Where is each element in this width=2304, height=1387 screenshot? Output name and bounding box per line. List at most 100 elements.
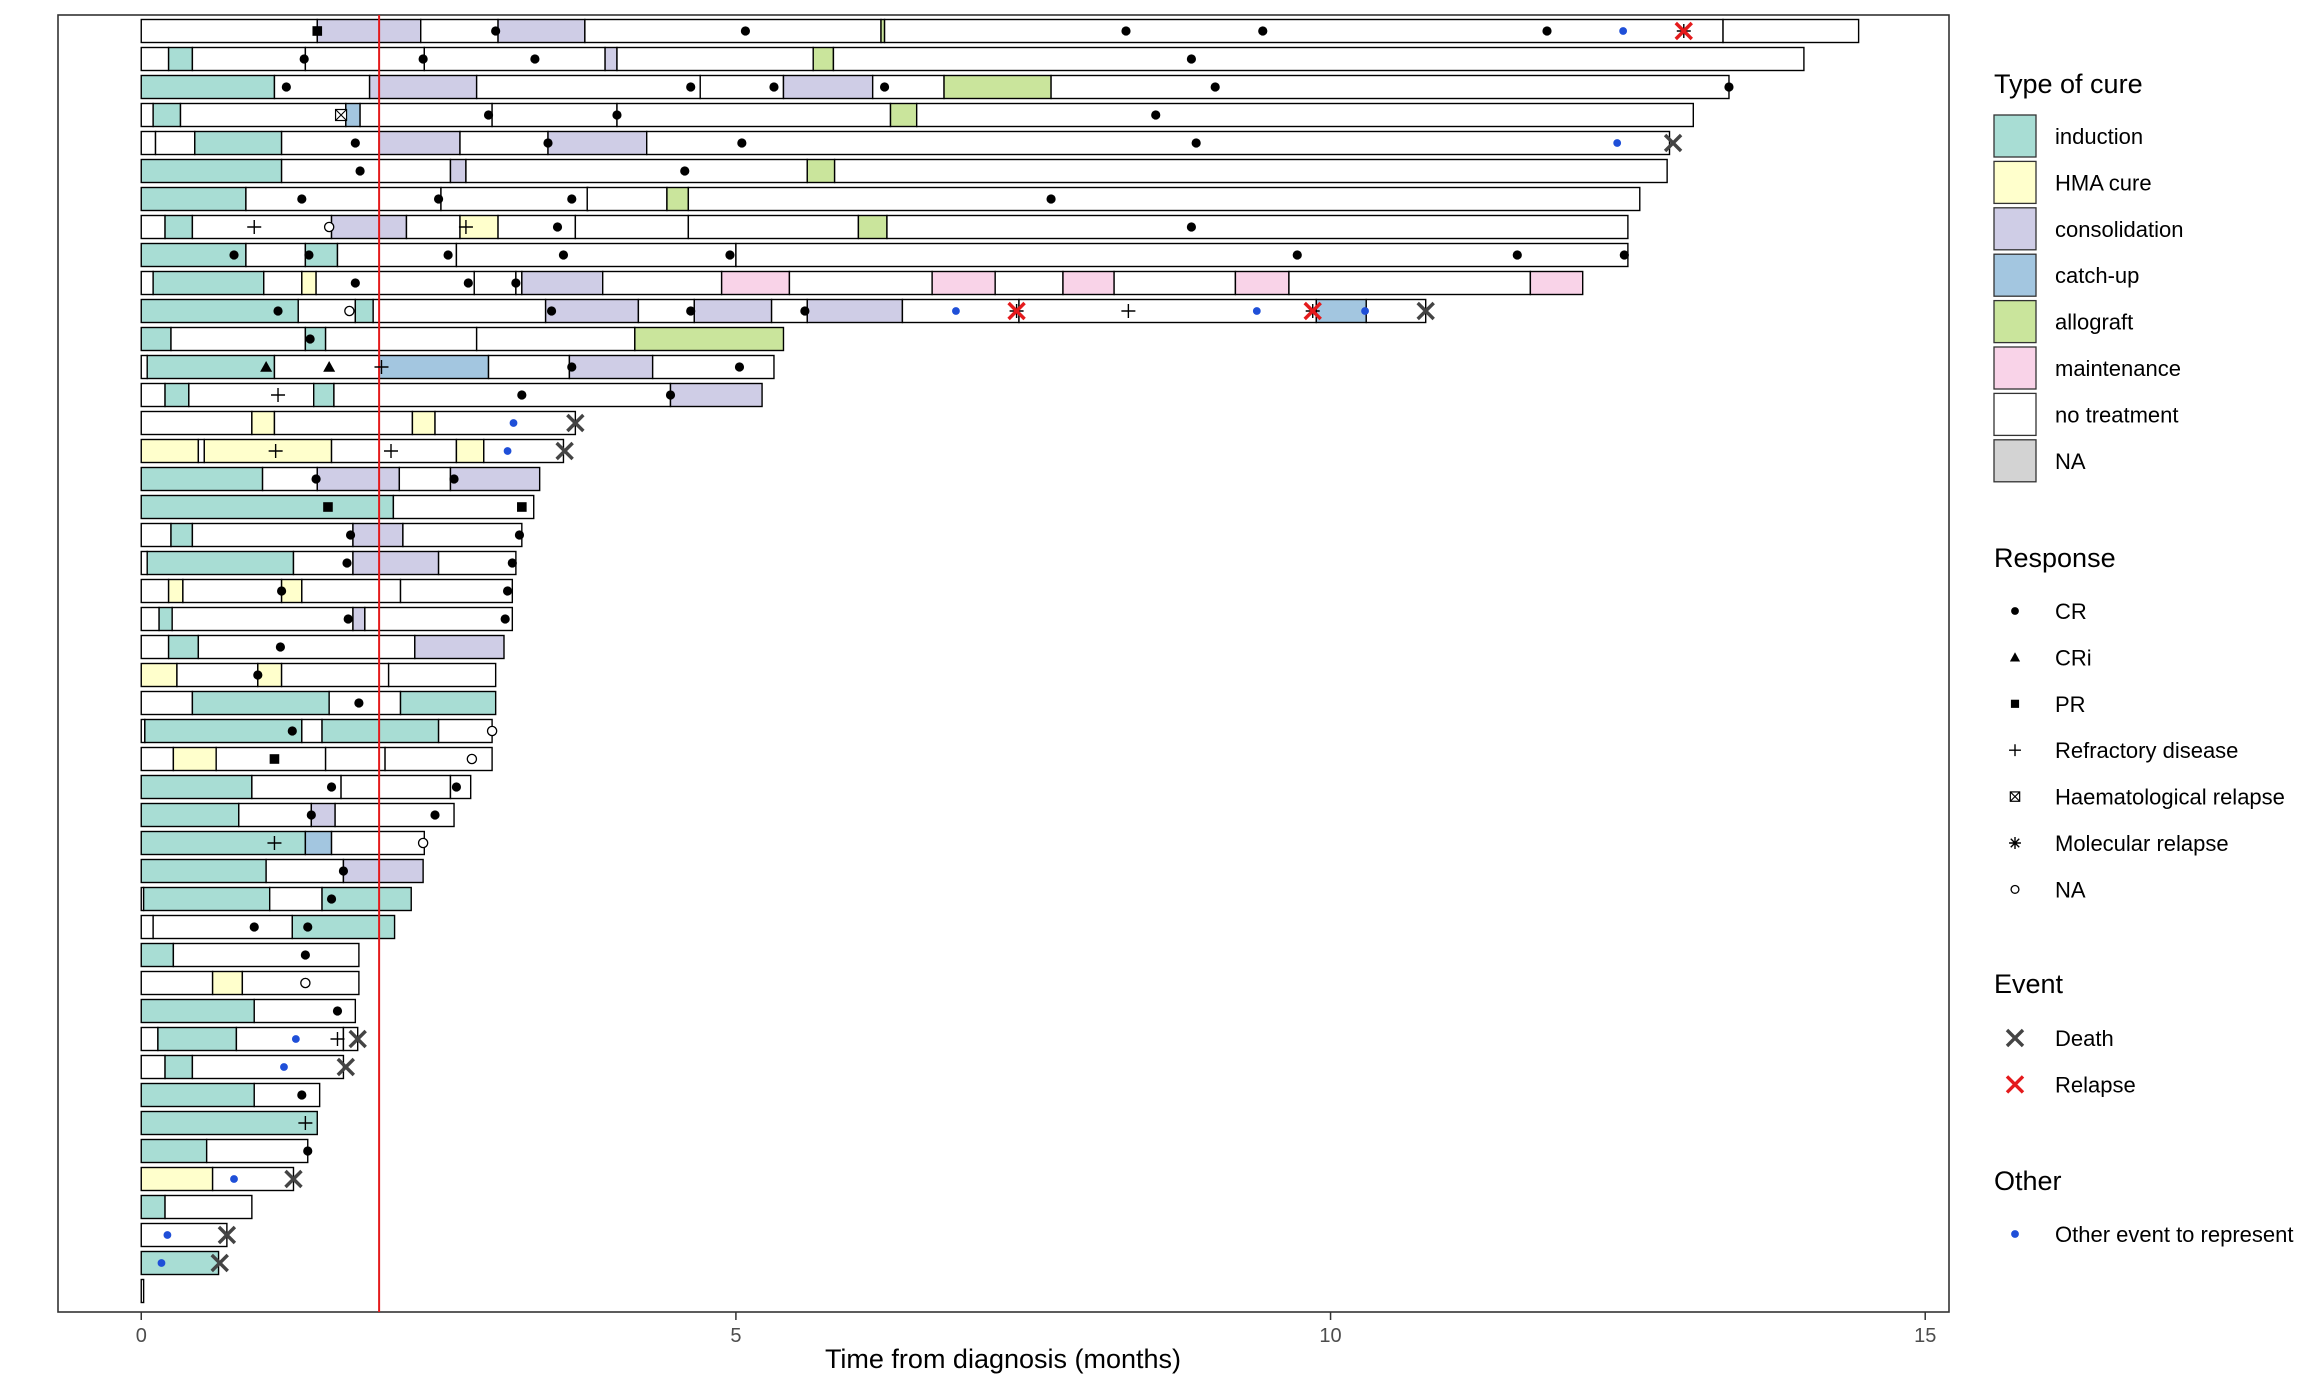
response-mark-cr <box>567 362 577 372</box>
treatment-segment-no <box>487 354 571 380</box>
response-mark-rd-shape <box>298 1116 313 1130</box>
legend-symbol-rd-shape <box>2009 744 2021 757</box>
other-event-mark <box>230 1175 238 1183</box>
treatment-segment-no <box>253 1082 321 1108</box>
treatment-segment-hma <box>211 970 244 996</box>
treatment-segment-no <box>330 830 426 856</box>
response-mark-cr <box>511 278 521 288</box>
event-mark-death-shape <box>217 1225 237 1245</box>
treatment-segment-no <box>280 662 390 688</box>
response-mark-cr <box>300 950 310 960</box>
treatment-segment-no <box>140 634 170 660</box>
event-mark-death-shape <box>555 441 574 461</box>
bars-layer <box>140 18 1860 1304</box>
treatment-segment-con <box>693 298 773 324</box>
response-mark-cr <box>530 54 540 64</box>
patient-marks-40 <box>298 1116 313 1130</box>
legend-symbol-nar <box>2010 884 2020 894</box>
other-event-mark <box>291 1035 300 1043</box>
patient-marks-9 <box>229 250 1629 260</box>
response-mark-cr <box>491 26 501 36</box>
patient-row-32 <box>140 886 412 912</box>
response-mark-cr-shape <box>1258 26 1268 36</box>
legend-label-nar: NA <box>2055 877 2086 902</box>
response-mark-cr-shape <box>253 670 263 680</box>
treatment-segment-no <box>434 410 577 436</box>
response-mark-cr <box>502 586 513 596</box>
treatment-segment-ind <box>321 886 412 912</box>
response-mark-cr <box>297 1090 307 1100</box>
response-mark-cr-shape <box>275 642 286 652</box>
response-mark-cr-shape <box>332 1006 343 1016</box>
response-mark-cr <box>273 306 283 316</box>
patient-row-6 <box>140 158 1668 184</box>
legend-title-event: Event <box>1994 969 2064 999</box>
response-mark-cr-shape <box>249 922 259 932</box>
response-mark-cr-shape <box>303 1146 313 1156</box>
response-mark-cr-shape <box>543 138 553 148</box>
response-mark-cr-shape <box>345 530 356 540</box>
patient-row-35 <box>140 970 360 996</box>
treatment-segment-ind <box>140 1110 318 1136</box>
patient-marks-18 <box>323 502 527 512</box>
x-tick-label: 15 <box>1914 1325 1936 1347</box>
treatment-segment-no <box>372 298 547 324</box>
patient-row-2 <box>140 46 1805 72</box>
treatment-segment-con <box>806 298 904 324</box>
response-mark-cr <box>1186 54 1197 64</box>
event-mark-death-shape <box>336 1057 356 1077</box>
patient-row-1 <box>140 18 1860 44</box>
response-mark-cr-shape <box>418 54 428 64</box>
treatment-segment-con <box>568 354 654 380</box>
patient-marks-29 <box>306 810 440 820</box>
other-event-mark-shape <box>230 1175 238 1183</box>
response-mark-nar-shape <box>466 753 478 765</box>
patient-marks-20 <box>342 558 517 568</box>
treatment-segment-ind <box>140 942 175 968</box>
treatment-segment-no <box>191 1054 345 1080</box>
response-mark-cr-shape <box>354 698 364 708</box>
legend-key-na <box>1993 439 2037 483</box>
patient-marks-6 <box>355 166 690 176</box>
response-mark-cr-shape <box>502 586 513 596</box>
response-mark-cr <box>433 194 444 204</box>
other-event-mark-shape <box>163 1231 172 1239</box>
treatment-segment-no <box>473 270 517 296</box>
response-mark-pr-shape <box>312 26 323 36</box>
treatment-segment-no <box>333 382 672 408</box>
response-mark-cr <box>253 670 263 680</box>
response-mark-cr <box>281 82 291 92</box>
treatment-segment-no <box>170 326 307 352</box>
treatment-segment-no <box>140 970 214 996</box>
x-tick-label: 5 <box>730 1325 741 1347</box>
patient-marks-38 <box>280 1057 356 1077</box>
legend-key-cat <box>1993 253 2037 297</box>
legend-symbol-death <box>2005 1028 2025 1048</box>
patient-marks-4 <box>334 108 1161 122</box>
treatment-segment-hma <box>301 270 317 296</box>
patient-marks-27 <box>269 753 478 765</box>
legend-symbol-hr-cross <box>2009 791 2021 802</box>
response-mark-cr-shape <box>343 614 353 624</box>
response-mark-cr <box>326 894 337 904</box>
legend-symbol-nar-shape <box>2010 884 2020 894</box>
treatment-segment-con <box>352 550 440 576</box>
treatment-segment-con <box>449 158 467 184</box>
patient-row-45 <box>140 1250 220 1276</box>
response-mark-rd-shape <box>374 360 389 374</box>
response-mark-pr-shape <box>517 502 527 512</box>
treatment-segment-no <box>616 102 892 128</box>
response-mark-nar <box>300 977 311 989</box>
treatment-segment-no <box>833 158 1668 184</box>
response-mark-cr <box>1292 250 1302 260</box>
treatment-segment-con <box>669 382 763 408</box>
legend-label-pr: PR <box>2055 692 2086 717</box>
patient-marks-23 <box>275 642 286 652</box>
response-mark-nar-shape <box>486 725 498 737</box>
treatment-segment-no <box>497 214 577 240</box>
response-mark-cr <box>1210 82 1220 92</box>
patient-marks-12 <box>305 334 315 344</box>
event-mark-death <box>336 1057 356 1077</box>
treatment-segment-hma <box>251 410 276 436</box>
treatment-segment-all <box>634 326 785 352</box>
